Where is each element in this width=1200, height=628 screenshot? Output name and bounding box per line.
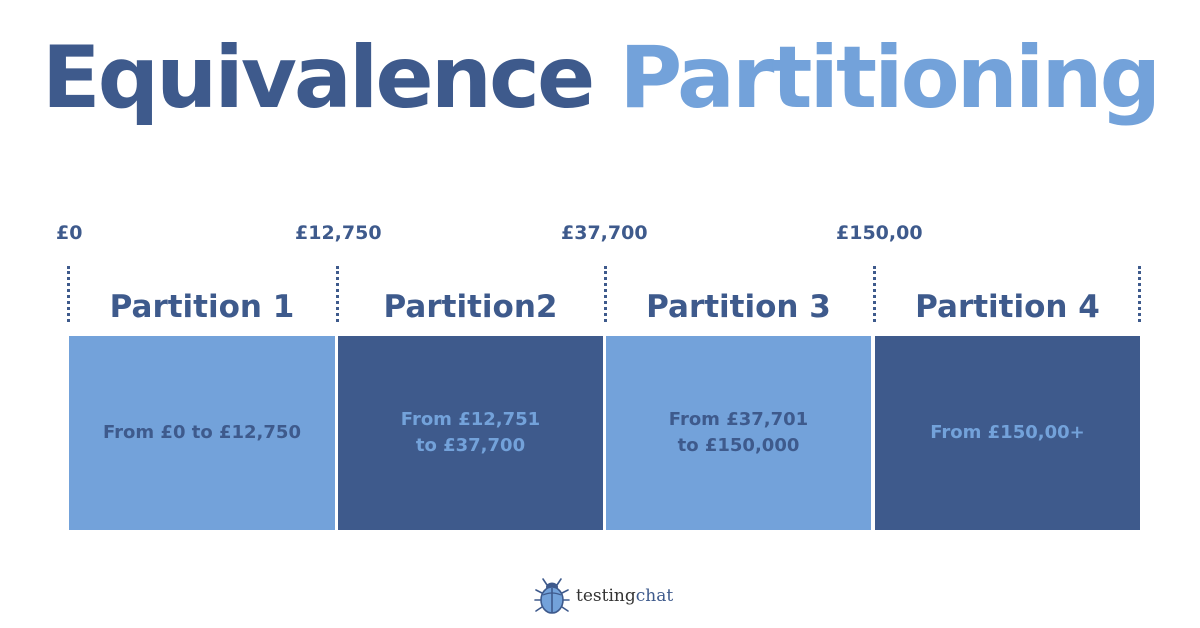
- bug-icon: [534, 578, 570, 614]
- partition-range-1-line-1: From £0 to £12,750: [103, 422, 301, 443]
- partition-range-2: From £12,751 to £37,700: [401, 407, 540, 459]
- boundary-label-3: £150,00: [836, 222, 923, 244]
- partition-range-1: From £0 to £12,750: [103, 420, 301, 446]
- partition-box-3: From £37,701 to £150,000: [606, 336, 871, 530]
- title-word-equivalence: Equivalence: [41, 28, 595, 128]
- partition-range-2-line-1: From £12,751: [400, 409, 541, 430]
- partition-range-3-line-2: to £150,000: [677, 435, 800, 456]
- boundary-label-2: £37,700: [561, 222, 648, 244]
- boundary-tick-1: [336, 266, 339, 322]
- partition-range-3-line-1: From £37,701: [668, 409, 809, 430]
- title-word-partitioning: Partitioning: [619, 28, 1161, 128]
- boundary-tick-0: [67, 266, 70, 322]
- partition-label-4: Partition 4: [915, 289, 1100, 325]
- partition-box-4: From £150,00+: [875, 336, 1140, 530]
- logo-text-chat: chat: [635, 586, 674, 606]
- partition-range-4-line-1: From £150,00+: [930, 422, 1085, 443]
- partition-box-2: From £12,751 to £37,700: [338, 336, 603, 530]
- partition-label-3: Partition 3: [646, 289, 831, 325]
- boundary-tick-4: [1138, 266, 1141, 322]
- page-title: Equivalence Partitioning: [0, 18, 1200, 138]
- testingchat-logo: testingchat: [534, 576, 673, 616]
- boundary-tick-2: [604, 266, 607, 322]
- partition-box-1: From £0 to £12,750: [69, 336, 335, 530]
- logo-text: testingchat: [576, 586, 673, 606]
- partition-range-2-line-2: to £37,700: [415, 435, 526, 456]
- boundary-tick-3: [873, 266, 876, 322]
- partition-range-3: From £37,701 to £150,000: [669, 407, 808, 459]
- boundary-label-1: £12,750: [295, 222, 382, 244]
- partition-label-2: Partition2: [383, 289, 558, 325]
- partition-label-1: Partition 1: [109, 289, 295, 325]
- boundary-label-0: £0: [56, 222, 83, 244]
- partition-range-4: From £150,00+: [930, 420, 1084, 446]
- logo-text-testing: testing: [576, 586, 636, 606]
